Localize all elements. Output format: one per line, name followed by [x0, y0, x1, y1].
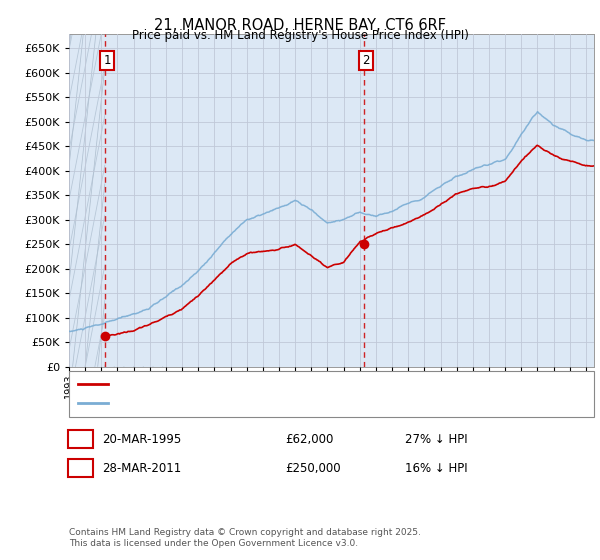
Text: 16% ↓ HPI: 16% ↓ HPI [405, 462, 467, 475]
Text: 1: 1 [77, 433, 84, 446]
Polygon shape [69, 34, 105, 367]
Text: Contains HM Land Registry data © Crown copyright and database right 2025.
This d: Contains HM Land Registry data © Crown c… [69, 528, 421, 548]
Text: 20-MAR-1995: 20-MAR-1995 [102, 433, 181, 446]
Text: £250,000: £250,000 [285, 462, 341, 475]
Text: 2: 2 [77, 462, 84, 475]
Text: 27% ↓ HPI: 27% ↓ HPI [405, 433, 467, 446]
Text: 28-MAR-2011: 28-MAR-2011 [102, 462, 181, 475]
Text: 21, MANOR ROAD, HERNE BAY, CT6 6RF: 21, MANOR ROAD, HERNE BAY, CT6 6RF [154, 18, 446, 33]
Text: 1: 1 [104, 54, 111, 67]
Text: £62,000: £62,000 [285, 433, 334, 446]
Text: Price paid vs. HM Land Registry's House Price Index (HPI): Price paid vs. HM Land Registry's House … [131, 29, 469, 42]
Text: 21, MANOR ROAD, HERNE BAY, CT6 6RF (detached house): 21, MANOR ROAD, HERNE BAY, CT6 6RF (deta… [114, 379, 438, 389]
Text: 2: 2 [362, 54, 370, 67]
Text: HPI: Average price, detached house, Canterbury: HPI: Average price, detached house, Cant… [114, 398, 383, 408]
